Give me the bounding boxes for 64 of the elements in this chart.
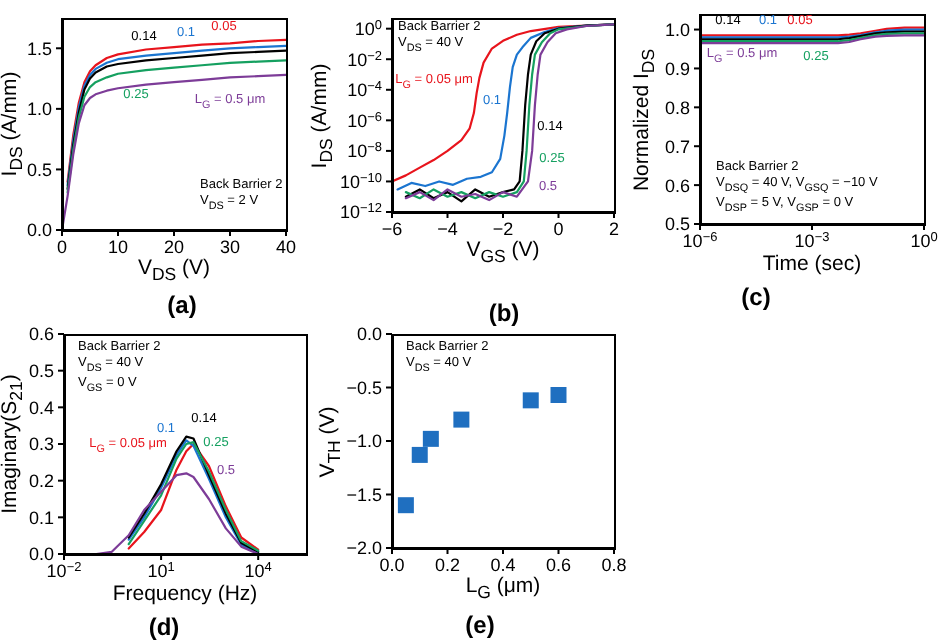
point [397,497,414,514]
y-tick-label: 0.6 [28,324,54,345]
text: (c) [741,282,771,312]
x-tick-label: −2 [492,218,514,239]
y-tick-label: 0.5 [664,214,690,235]
x-tick-label: 0.2 [434,554,461,575]
x-tick-label: 10$^{−2}$ [46,559,83,581]
y-tick-label: 10$^{−2}$ [347,48,383,70]
y-tick-label: −1.0 [346,431,382,452]
point [411,446,428,463]
y-tick-label: 1.0 [664,19,690,40]
x-tick-label: 0.6 [545,554,572,575]
x-tick-label: −6 [381,218,403,239]
x-tick-label: 0.8 [601,554,627,575]
y-tick-label: 0.1 [28,507,54,528]
x-tick-label: 10$^{1}$ [147,559,176,581]
y-tick-label: 0.5 [26,159,52,180]
point [522,392,539,409]
text: (b) [488,298,520,328]
y-tick-label: 10$^{−8}$ [347,140,383,162]
y-tick-label: 0.8 [664,97,690,118]
y-tick-label: 0.6 [664,175,690,196]
x-axis-title: Frequency (Hz) [112,582,258,608]
x-tick-label: 40 [275,236,297,257]
y-tick-label: 0.7 [664,136,690,157]
x-axis-title: V$_{DS}$ (V) [137,256,211,286]
x-tick-label: 10$^{−3}$ [794,229,831,251]
y-tick-label: 0.5 [28,361,54,382]
y-tick-label: 10$^{0}$ [354,18,383,40]
point [453,411,470,428]
y-tick-label: 1.5 [26,38,52,59]
y-tick-label: 0.0 [356,324,382,345]
x-tick-label: 10 [107,236,129,257]
y-tick-label: −2.0 [346,538,382,559]
x-axis-title: L$_{G}$ (μm) [465,574,541,604]
x-tick-label: 20 [163,236,185,257]
y-tick-label: 0.9 [664,58,690,79]
x-tick-label: 2 [608,218,620,239]
y-tick-label: 10$^{−4}$ [347,79,383,101]
y-tick-label: 10$^{−6}$ [347,109,383,131]
y-tick-label: −1.5 [346,484,382,505]
y-tick-label: 1.0 [26,99,52,120]
y-tick-label: 0.2 [28,471,54,492]
x-tick-label: 0.0 [379,554,405,575]
point [550,386,567,403]
x-axis-title: Time (sec) [762,252,862,278]
y-tick-label: 0.3 [28,434,54,455]
x-tick-label: 30 [219,236,241,257]
x-tick-label: 10$^{−6}$ [682,229,719,251]
y-tick-label: 0.4 [28,397,54,418]
x-tick-label: 0 [553,218,564,239]
y-tick-label: 10$^{−12}$ [340,201,383,223]
y-tick-label: 10$^{−10}$ [340,170,383,192]
text: (a) [167,290,197,320]
x-tick-label: 10$^{4}$ [244,559,273,581]
x-tick-label: −4 [437,218,458,239]
x-tick-label: 0 [56,236,68,257]
point [422,430,439,447]
x-tick-label: 0.4 [490,554,516,575]
text: (e) [465,610,495,640]
y-tick-label: −0.5 [346,377,382,398]
text: (d) [148,612,180,642]
x-tick-label: 10$^{0}$ [910,229,939,251]
x-axis-title: V$_{GS}$ (V) [466,238,540,268]
